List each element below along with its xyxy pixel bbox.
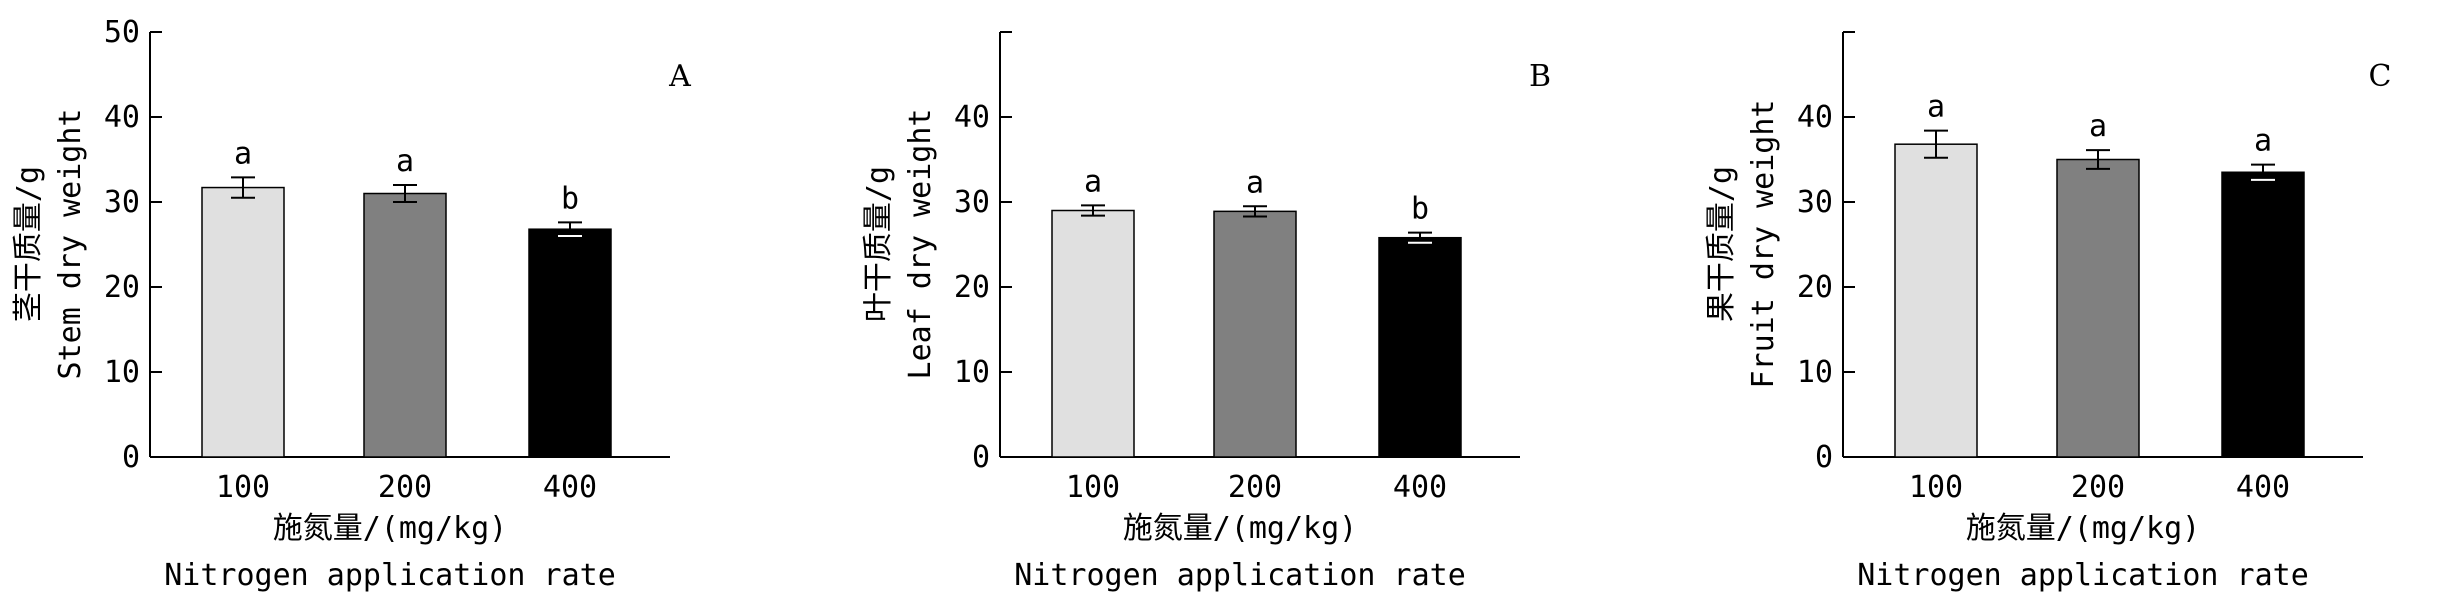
y-tick-label: 30 [1797, 185, 1833, 220]
y-tick-label: 40 [1797, 100, 1833, 135]
x-tick-label: 100 [1066, 470, 1120, 505]
panel-letter: C [2369, 59, 2392, 94]
significance-label: a [234, 136, 252, 171]
y-axis-title-cn: 茎干质量/g [11, 166, 46, 322]
bar-100 [1894, 143, 1978, 458]
bar-200 [363, 192, 447, 458]
bar-400 [2221, 171, 2305, 458]
x-axis-title-cn: 施氮量/(mg/kg) [1966, 511, 2201, 546]
y-tick-label: 40 [104, 100, 140, 135]
x-tick-label: 200 [378, 470, 432, 505]
x-tick-label: 400 [543, 470, 597, 505]
x-axis-title-cn: 施氮量/(mg/kg) [1123, 511, 1358, 546]
bar-100 [1051, 209, 1135, 458]
y-tick-label: 30 [104, 185, 140, 220]
x-tick-label: 200 [1228, 470, 1282, 505]
y-tick-label: 0 [122, 440, 140, 475]
significance-label: a [1246, 165, 1264, 200]
y-axis-title-cn: 叶干质量/g [861, 166, 896, 322]
y-tick-label: 0 [972, 440, 990, 475]
y-tick-label: 50 [104, 15, 140, 50]
y-axis-title-en: Leaf dry weight [903, 109, 938, 380]
y-tick-label: 30 [954, 185, 990, 220]
panel-letter: A [668, 59, 691, 94]
y-tick-label: 10 [954, 355, 990, 390]
x-tick-label: 100 [1909, 470, 1963, 505]
y-tick-label: 10 [1797, 355, 1833, 390]
x-axis-title-en: Nitrogen application rate [1857, 558, 2309, 593]
y-axis-title-en: Fruit dry weight [1746, 100, 1781, 389]
y-tick-label: 20 [104, 270, 140, 305]
chart-panel-c: 0 10 20 30 40 a 100 a 200 a 400 C 施氮量/(mg/kg) Nitroge… [1704, 31, 2392, 593]
y-tick-label: 20 [954, 270, 990, 305]
panel-letter: B [1529, 59, 1551, 94]
bar-400 [528, 228, 612, 458]
x-axis-title-en: Nitrogen application rate [164, 558, 616, 593]
y-tick-label: 20 [1797, 270, 1833, 305]
x-tick-label: 400 [2236, 470, 2290, 505]
x-axis-title-en: Nitrogen application rate [1014, 558, 1466, 593]
significance-label: a [396, 144, 414, 179]
significance-label: a [2089, 109, 2107, 144]
significance-label: a [2254, 124, 2272, 159]
bar-200 [1213, 210, 1297, 458]
x-axis-title-cn: 施氮量/(mg/kg) [273, 511, 508, 546]
bar-200 [2056, 158, 2140, 458]
y-tick-label: 40 [954, 100, 990, 135]
significance-label: b [1411, 192, 1429, 227]
chart-panel-b: 0 10 20 30 40 a 100 a 200 b 400 B 施氮量/(mg/kg) Nitroge… [861, 31, 1551, 593]
chart-panel-a: 0 10 20 30 40 50 a 100 a 200 b 400 A 施氮量/(mg/kg) Nitro… [11, 15, 691, 593]
x-tick-label: 100 [216, 470, 270, 505]
bar-100 [201, 186, 285, 458]
y-tick-label: 10 [104, 355, 140, 390]
y-axis-title-cn: 果干质量/g [1704, 166, 1739, 322]
bar-400 [1378, 236, 1462, 458]
significance-label: a [1084, 164, 1102, 199]
y-axis-title-en: Stem dry weight [53, 109, 88, 380]
y-tick-label: 0 [1815, 440, 1833, 475]
x-tick-label: 200 [2071, 470, 2125, 505]
x-tick-label: 400 [1393, 470, 1447, 505]
significance-label: a [1927, 90, 1945, 125]
significance-label: b [561, 181, 579, 216]
